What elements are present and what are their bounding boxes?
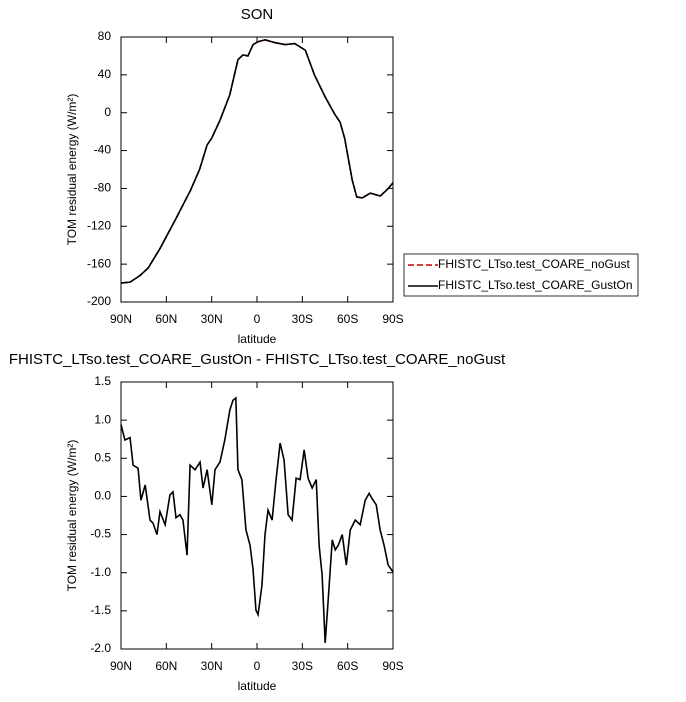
y-axis-label: TOM residual energy (W/m²): [65, 94, 79, 246]
x-tick-label: 90S: [382, 312, 403, 326]
x-tick-label: 30S: [292, 659, 313, 673]
x-tick-label: 0: [254, 312, 261, 326]
y-tick-label: 1.0: [94, 412, 111, 426]
x-tick-label: 60S: [337, 312, 358, 326]
chart-title: FHISTC_LTso.test_COARE_GustOn - FHISTC_L…: [9, 351, 506, 368]
y-tick-label: -40: [94, 143, 112, 157]
x-tick-label: 90N: [110, 659, 132, 673]
x-axis-label: latitude: [238, 332, 277, 346]
y-tick-label: 80: [98, 29, 112, 43]
x-tick-label: 30N: [201, 659, 223, 673]
legend-label: FHISTC_LTso.test_COARE_noGust: [438, 257, 631, 271]
x-axis-label: latitude: [238, 679, 277, 693]
x-tick-label: 0: [254, 659, 261, 673]
y-tick-label: 0: [104, 105, 111, 119]
y-tick-label: -1.0: [90, 565, 111, 579]
x-tick-label: 30N: [201, 312, 223, 326]
y-tick-label: 40: [98, 67, 112, 81]
y-tick-label: -1.5: [90, 603, 111, 617]
y-tick-label: 1.5: [94, 374, 111, 388]
x-tick-label: 60N: [155, 312, 177, 326]
y-tick-label: -120: [87, 218, 111, 232]
series-line: [120, 39, 394, 284]
x-tick-label: 30S: [292, 312, 313, 326]
series-line: [120, 396, 394, 643]
y-tick-label: 0.5: [94, 450, 111, 464]
legend-box: [403, 253, 639, 297]
chart-title: SON: [241, 6, 274, 23]
y-tick-label: -2.0: [90, 641, 111, 655]
y-tick-label: -160: [87, 256, 111, 270]
x-tick-label: 90N: [110, 312, 132, 326]
y-tick-label: -80: [94, 181, 112, 195]
x-tick-label: 60S: [337, 659, 358, 673]
x-tick-label: 90S: [382, 659, 403, 673]
y-axis-label: TOM residual energy (W/m²): [65, 440, 79, 592]
plot-frame: [120, 36, 394, 303]
x-tick-label: 60N: [155, 659, 177, 673]
y-tick-label: -0.5: [90, 527, 111, 541]
y-tick-label: -200: [87, 294, 111, 308]
legend-label: FHISTC_LTso.test_COARE_GustOn: [438, 278, 633, 292]
y-tick-label: 0.0: [94, 489, 111, 503]
